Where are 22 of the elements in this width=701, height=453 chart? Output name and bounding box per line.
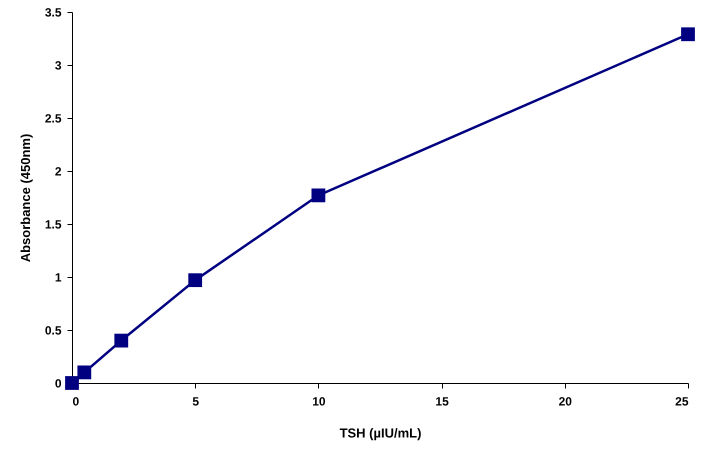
x-tick-label: 10 [312,394,326,408]
point [114,334,128,348]
y-tick-label: 3 [54,58,62,72]
point [77,366,92,380]
point [312,188,326,202]
point [681,27,695,42]
y-tick-label: 1.5 [44,218,62,232]
y-tick-label: 1 [54,270,62,284]
y-tick-label: 0.5 [44,324,62,338]
x-tick-label: 5 [192,394,200,408]
y-tick-label: 0 [54,376,62,390]
x-tick-label: 0 [72,394,80,408]
point [65,376,79,390]
y-tick-label: 2 [54,164,62,178]
x-tick-label: 15 [435,394,450,408]
y-axis-title: Absorbance (450nm) [18,134,33,262]
point [188,273,202,288]
x-tick-label: 20 [558,394,572,408]
x-axis-title: TSH (µIU/mL) [340,426,422,440]
y-tick-label: 2.5 [44,112,62,126]
x-tick-label: 25 [675,394,689,408]
y-tick-label: 3.5 [44,6,62,20]
